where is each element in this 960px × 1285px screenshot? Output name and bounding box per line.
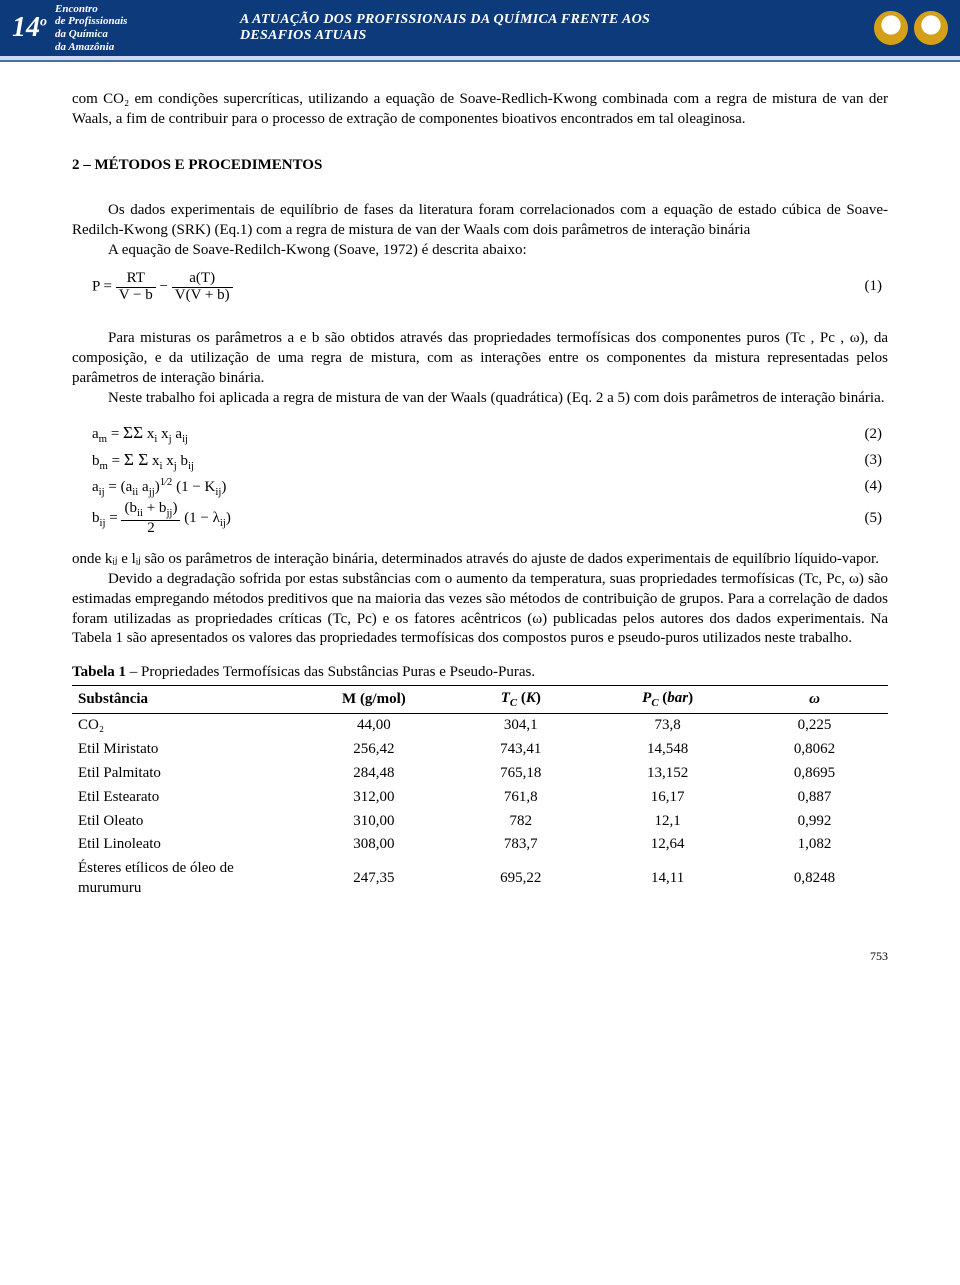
table-cell: 0,8248 <box>741 857 888 901</box>
table-cell: 310,00 <box>300 810 447 834</box>
conference-title: A ATUAÇÃO DOS PROFISSIONAIS DA QUÍMICA F… <box>240 12 720 44</box>
table-cell: 695,22 <box>447 857 594 901</box>
table-cell: Etil Oleato <box>72 810 300 834</box>
table-cell: 761,8 <box>447 786 594 810</box>
table-header-row: Substância M (g/mol) TC (K) PC (bar) ω <box>72 686 888 714</box>
table-cell: 73,8 <box>594 714 741 738</box>
table-cell: 0,8062 <box>741 738 888 762</box>
col-tc: TC (K) <box>447 686 594 714</box>
header-left: 14o Encontro de Profissionais da Química… <box>12 3 127 54</box>
paragraph: onde kᵢⱼ e lᵢⱼ são os parâmetros de inte… <box>72 550 888 570</box>
paragraph: Devido a degradação sofrida por estas su… <box>72 570 888 649</box>
table-row: Etil Estearato312,00761,816,170,887 <box>72 786 888 810</box>
section-2-title: 2 – MÉTODOS E PROCEDIMENTOS <box>72 156 888 176</box>
equation-5: bij = (bii + bjj)2 (1 − λij) (5) <box>72 501 888 536</box>
event-number: 14o <box>12 14 47 42</box>
table-row: Etil Linoleato308,00783,712,641,082 <box>72 833 888 857</box>
table-cell: 44,00 <box>300 714 447 738</box>
table-row: Etil Oleato310,0078212,10,992 <box>72 810 888 834</box>
table-cell: Etil Palmitato <box>72 762 300 786</box>
table-cell: 743,41 <box>447 738 594 762</box>
table-cell: 12,64 <box>594 833 741 857</box>
badge-icon <box>874 11 908 45</box>
table-cell: 783,7 <box>447 833 594 857</box>
equation-1: P = RTV − b − a(T)V(V + b) (1) <box>72 271 888 304</box>
table-row: CO₂44,00304,173,80,225 <box>72 714 888 738</box>
equation-group: am = ΣΣ xi xj aij (2) bm = Σ Σ xi xj bij… <box>72 422 888 536</box>
intro-paragraph: com CO₂ em condições supercríticas, util… <box>72 90 888 130</box>
properties-table: Substância M (g/mol) TC (K) PC (bar) ω C… <box>72 685 888 901</box>
table-row: Etil Palmitato284,48765,1813,1520,8695 <box>72 762 888 786</box>
table-cell: 16,17 <box>594 786 741 810</box>
table-cell: 312,00 <box>300 786 447 810</box>
equation-2: am = ΣΣ xi xj aij (2) <box>72 422 888 446</box>
paragraph: Para misturas os parâmetros a e b são ob… <box>72 329 888 388</box>
table-row: Etil Miristato256,42743,4114,5480,8062 <box>72 738 888 762</box>
table-cell: 14,548 <box>594 738 741 762</box>
equation-4: aij = (aii ajj)1⁄2 (1 − Kij) (4) <box>72 475 888 499</box>
table-cell: 304,1 <box>447 714 594 738</box>
table-cell: 0,992 <box>741 810 888 834</box>
table-body: CO₂44,00304,173,80,225Etil Miristato256,… <box>72 714 888 901</box>
col-substance: Substância <box>72 686 300 714</box>
table-cell: Etil Linoleato <box>72 833 300 857</box>
event-name: Encontro de Profissionais da Química da … <box>55 3 127 54</box>
table-caption: Tabela 1 – Propriedades Termofísicas das… <box>72 663 888 683</box>
page-content: com CO₂ em condições supercríticas, util… <box>0 62 960 937</box>
table-cell: 284,48 <box>300 762 447 786</box>
paragraph: A equação de Soave-Redilch-Kwong (Soave,… <box>72 241 888 261</box>
table-cell: 0,8695 <box>741 762 888 786</box>
badge-icon <box>914 11 948 45</box>
page-number: 753 <box>0 937 960 972</box>
paragraph: Neste trabalho foi aplicada a regra de m… <box>72 389 888 409</box>
paragraph: Os dados experimentais de equilíbrio de … <box>72 201 888 241</box>
table-cell: CO₂ <box>72 714 300 738</box>
col-pc: PC (bar) <box>594 686 741 714</box>
table-cell: 765,18 <box>447 762 594 786</box>
table-cell: 256,42 <box>300 738 447 762</box>
table-cell: 13,152 <box>594 762 741 786</box>
table-cell: 0,225 <box>741 714 888 738</box>
col-molar-mass: M (g/mol) <box>300 686 447 714</box>
table-cell: 1,082 <box>741 833 888 857</box>
table-cell: 247,35 <box>300 857 447 901</box>
table-cell: 0,887 <box>741 786 888 810</box>
header-badges <box>874 11 948 45</box>
table-cell: 308,00 <box>300 833 447 857</box>
conference-header: 14o Encontro de Profissionais da Química… <box>0 0 960 56</box>
table-row: Ésteres etílicos de óleo de murumuru247,… <box>72 857 888 901</box>
table-cell: 782 <box>447 810 594 834</box>
col-omega: ω <box>741 686 888 714</box>
table-cell: Ésteres etílicos de óleo de murumuru <box>72 857 300 901</box>
table-cell: Etil Miristato <box>72 738 300 762</box>
table-cell: 14,11 <box>594 857 741 901</box>
equation-number: (1) <box>865 277 889 297</box>
equation-body: P = RTV − b − a(T)V(V + b) <box>72 271 233 304</box>
table-cell: Etil Estearato <box>72 786 300 810</box>
equation-3: bm = Σ Σ xi xj bij (3) <box>72 449 888 473</box>
table-cell: 12,1 <box>594 810 741 834</box>
